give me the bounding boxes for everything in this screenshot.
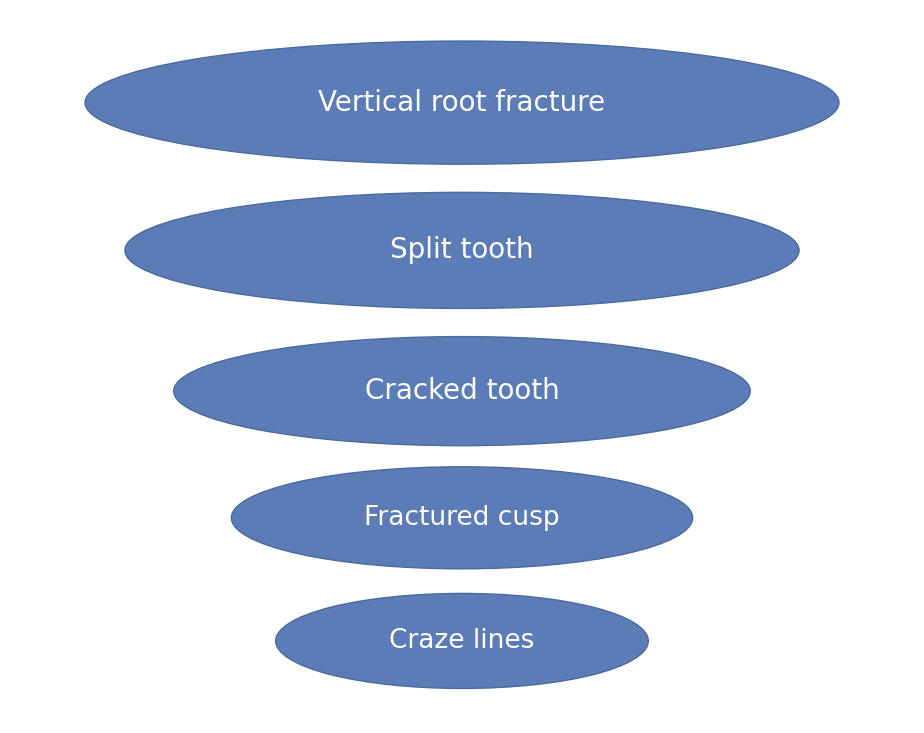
Ellipse shape: [125, 192, 799, 309]
Text: Craze lines: Craze lines: [389, 628, 535, 654]
Ellipse shape: [275, 594, 649, 688]
Ellipse shape: [85, 41, 839, 164]
Text: Vertical root fracture: Vertical root fracture: [319, 89, 605, 117]
Text: Cracked tooth: Cracked tooth: [365, 377, 559, 405]
Ellipse shape: [174, 336, 750, 446]
Ellipse shape: [231, 467, 693, 569]
Text: Fractured cusp: Fractured cusp: [364, 505, 560, 531]
Text: Split tooth: Split tooth: [390, 237, 534, 265]
